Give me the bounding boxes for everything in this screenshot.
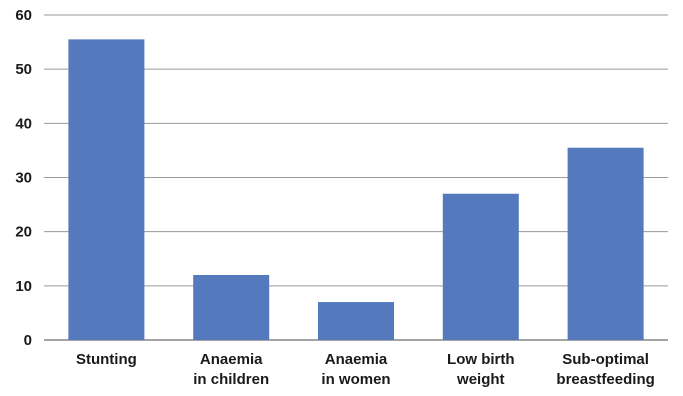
bar xyxy=(567,147,644,340)
bar xyxy=(442,193,519,340)
x-category-label-line: Low birth xyxy=(447,351,515,368)
gridlines xyxy=(44,14,668,341)
y-tick-label: 0 xyxy=(24,332,32,349)
y-tick-label: 20 xyxy=(15,224,32,241)
bars xyxy=(68,39,644,340)
x-category-label-line: Anaemia xyxy=(200,351,263,368)
x-category-label: Sub-optimal breastfeeding xyxy=(556,351,654,388)
x-axis-labels: Stunting Anaemia in children Anaemia in wome… xyxy=(76,351,655,388)
x-category-label: Low birth weight xyxy=(447,351,515,388)
y-tick-label: 10 xyxy=(15,278,32,295)
x-category-label-line: Sub-optimal xyxy=(562,351,649,368)
x-category-label: Anaemia in women xyxy=(321,351,390,388)
x-category-label-line: breastfeeding xyxy=(556,371,654,388)
y-tick-label: 60 xyxy=(15,7,32,24)
x-category-label-line: in women xyxy=(321,371,390,388)
bar xyxy=(193,275,270,340)
y-tick-label: 30 xyxy=(15,170,32,187)
y-tick-label: 50 xyxy=(15,61,32,78)
x-category-label-line: Anaemia xyxy=(325,351,388,368)
bar xyxy=(68,39,145,340)
y-axis-ticks: 0 10 20 30 40 50 60 xyxy=(15,7,32,349)
y-tick-label: 40 xyxy=(15,115,32,132)
x-category-label-line: weight xyxy=(456,371,505,388)
bar xyxy=(318,302,394,340)
x-category-label: Stunting xyxy=(76,351,137,368)
x-category-label-line: in children xyxy=(193,371,269,388)
x-category-label: Anaemia in children xyxy=(193,351,269,388)
x-category-label-line: Stunting xyxy=(76,351,137,368)
